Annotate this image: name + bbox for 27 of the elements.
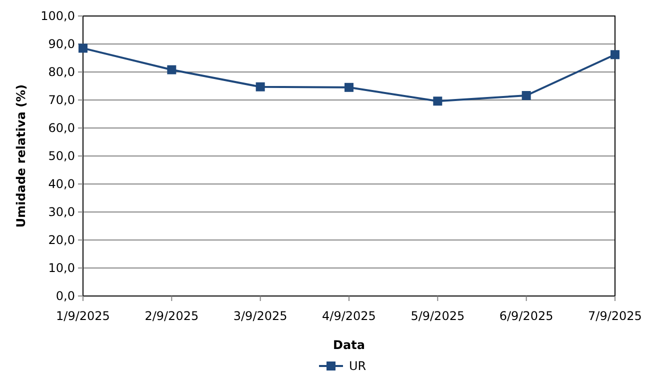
x-tick-label: 5/9/2025 — [410, 309, 465, 323]
x-tick-label: 7/9/2025 — [588, 309, 642, 323]
y-tick-label: 10,0 — [48, 261, 75, 276]
y-tick-label: 0,0 — [56, 289, 75, 304]
y-tick-label: 40,0 — [48, 177, 75, 192]
y-tick-label: 70,0 — [48, 93, 75, 108]
legend-label: UR — [349, 359, 366, 374]
x-tick-label: 1/9/2025 — [56, 309, 110, 323]
x-tick-label: 4/9/2025 — [322, 309, 376, 323]
point — [344, 82, 354, 92]
y-tick-label: 60,0 — [48, 121, 75, 136]
x-tick-label: 3/9/2025 — [233, 309, 288, 323]
point — [433, 96, 442, 106]
y-tick-label: 80,0 — [48, 65, 75, 80]
point — [522, 91, 531, 100]
x-tick-label: 2/9/2025 — [144, 309, 199, 323]
y-tick-label: 90,0 — [48, 37, 75, 52]
y-tick-label: 20,0 — [48, 233, 75, 248]
y-tick-label: 30,0 — [48, 205, 75, 220]
point — [610, 50, 620, 60]
x-axis-title: Data — [333, 338, 365, 352]
point — [167, 65, 176, 74]
y-tick-label: 100,0 — [40, 9, 75, 24]
y-axis-title: Umidade relativa (%) — [14, 84, 28, 228]
point — [256, 82, 265, 92]
y-tick-label: 50,0 — [48, 149, 75, 164]
x-tick-label: 6/9/2025 — [499, 309, 554, 323]
